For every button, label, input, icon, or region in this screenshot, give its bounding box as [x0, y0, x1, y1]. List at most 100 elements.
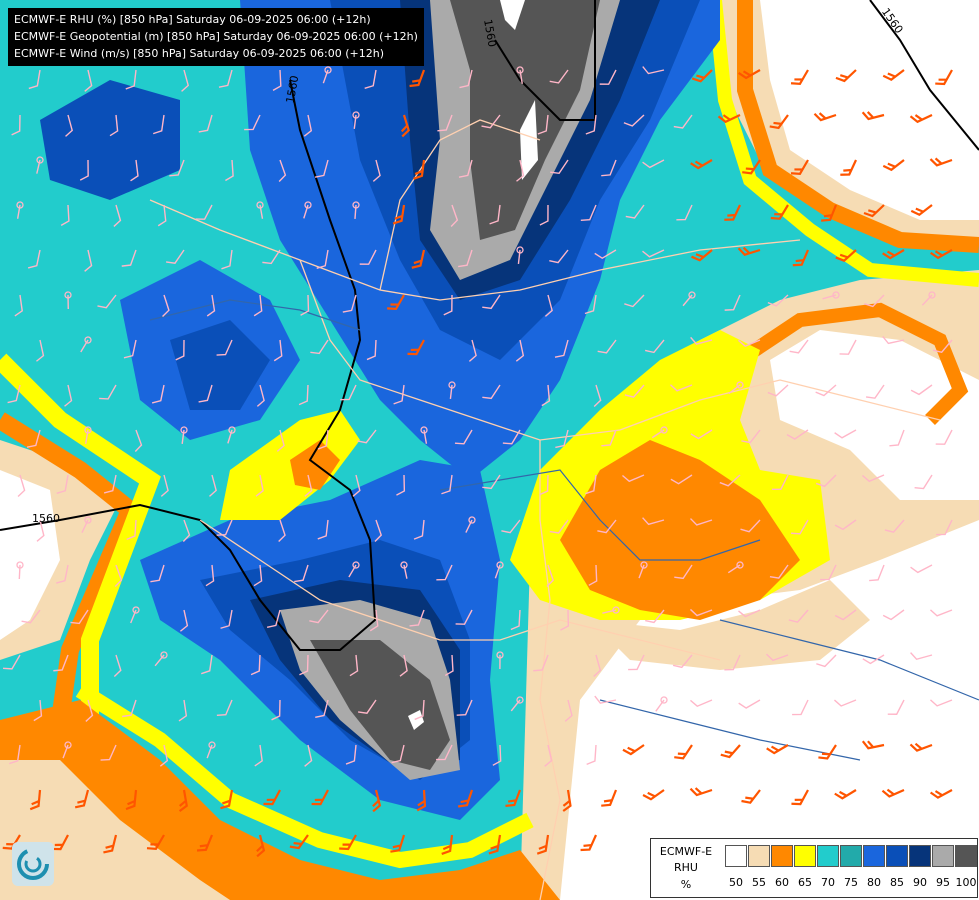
wind-barb [651, 426, 668, 439]
wind-barb [316, 249, 329, 270]
wind-barb [789, 339, 809, 354]
wind-barb [909, 742, 933, 752]
wind-barb [304, 474, 313, 497]
orange-ring-east [736, 302, 969, 425]
wind-barb [206, 294, 216, 317]
geopotential-contour-ne [869, 0, 979, 151]
wind-barb [399, 654, 408, 677]
wind-barb [738, 69, 761, 80]
wind-barb [767, 384, 789, 397]
wind-barb [220, 609, 233, 629]
wind-barb [436, 744, 453, 761]
wind-barb [125, 789, 138, 811]
blue-west-dark [170, 320, 270, 410]
wind-barb [585, 474, 597, 495]
wind-barb [792, 699, 809, 716]
wind-barb [584, 294, 597, 315]
wind-barb [865, 384, 885, 399]
wind-barb [130, 159, 139, 182]
wind-barb [159, 744, 169, 767]
wind-barb [221, 249, 233, 270]
wind-barb [103, 834, 118, 854]
legend-swatch [817, 845, 839, 867]
wind-barb [413, 159, 426, 180]
wind-barb [642, 517, 665, 526]
wind-barb [815, 474, 837, 488]
wind-barb [11, 114, 21, 136]
wind-barb [717, 114, 741, 124]
wind-barb [299, 654, 309, 676]
wind-barb [628, 654, 645, 671]
tan-central-east [590, 580, 870, 670]
wind-barb [791, 789, 809, 806]
wind-barb [458, 249, 473, 268]
wind-barb [932, 339, 953, 354]
wind-barb [882, 69, 905, 81]
wind-barb [564, 699, 573, 722]
wind-barb [256, 384, 265, 407]
wind-barb [593, 654, 602, 677]
wind-barb [366, 339, 377, 361]
wind-barb [624, 294, 645, 308]
wind-barb [510, 609, 521, 631]
west-yellow [0, 353, 161, 720]
wind-barb [741, 789, 761, 804]
wind-barb [910, 204, 933, 217]
wind-barb [769, 564, 789, 579]
white-south-core [408, 710, 424, 730]
wind-barb [738, 699, 761, 709]
wind-barb [690, 159, 713, 170]
wind-barb [562, 789, 572, 812]
wind-barb [166, 249, 185, 264]
wind-barb [162, 294, 170, 317]
wind-barb [741, 429, 761, 444]
wind-barb [516, 159, 525, 182]
wind-barb [64, 291, 72, 310]
wind-barb [216, 699, 233, 717]
rhu-legend: ECMWF-E RHU % 50 55 60 65 70 75 80 85 90 95 100 [650, 838, 978, 898]
wind-barb [555, 429, 569, 449]
wind-barb [586, 744, 597, 766]
orange-band-ne [737, 0, 979, 253]
wind-barb [276, 429, 285, 452]
wind-barb [392, 204, 406, 225]
wind-barb [198, 114, 213, 133]
wind-barb [720, 744, 741, 759]
wind-barb [539, 474, 549, 496]
wind-barb [99, 384, 117, 400]
wind-barb [690, 429, 713, 440]
wind-barb [516, 246, 524, 264]
wind-barb [314, 159, 329, 178]
wind-barb [835, 69, 857, 83]
wind-barb [929, 609, 953, 617]
title-rhu: ECMWF-E RHU (%) [850 hPa] Saturday 06-09… [14, 13, 371, 26]
wind-barb [599, 69, 617, 85]
wind-barb [7, 384, 21, 404]
wind-barb [834, 429, 857, 439]
wind-barb [840, 159, 857, 176]
wind-barb [689, 608, 713, 617]
wind-barb [690, 699, 713, 708]
wind-barb [790, 69, 809, 85]
wind-barb [339, 834, 357, 851]
wind-barb [909, 114, 933, 124]
south-yellow-band [75, 683, 534, 869]
wind-barb [278, 519, 286, 542]
wind-barb [322, 66, 332, 84]
wind-barb [414, 699, 425, 721]
wind-barb [303, 201, 312, 219]
wind-barb [225, 159, 234, 182]
wind-barb [27, 249, 41, 269]
wind-barb [443, 294, 453, 316]
wind-barb [123, 339, 137, 359]
wind-barb [289, 834, 309, 850]
ecmwf-logo-icon [12, 842, 54, 886]
wind-barb [910, 384, 933, 396]
wind-barb [396, 474, 406, 496]
wind-barb [622, 744, 645, 756]
wind-barb [742, 159, 761, 175]
wind-barb [454, 429, 473, 445]
wind-barb [863, 204, 885, 218]
title-wind: ECMWF-E Wind (m/s) [850 hPa] Saturday 06… [14, 47, 384, 60]
wind-barb [737, 246, 761, 256]
